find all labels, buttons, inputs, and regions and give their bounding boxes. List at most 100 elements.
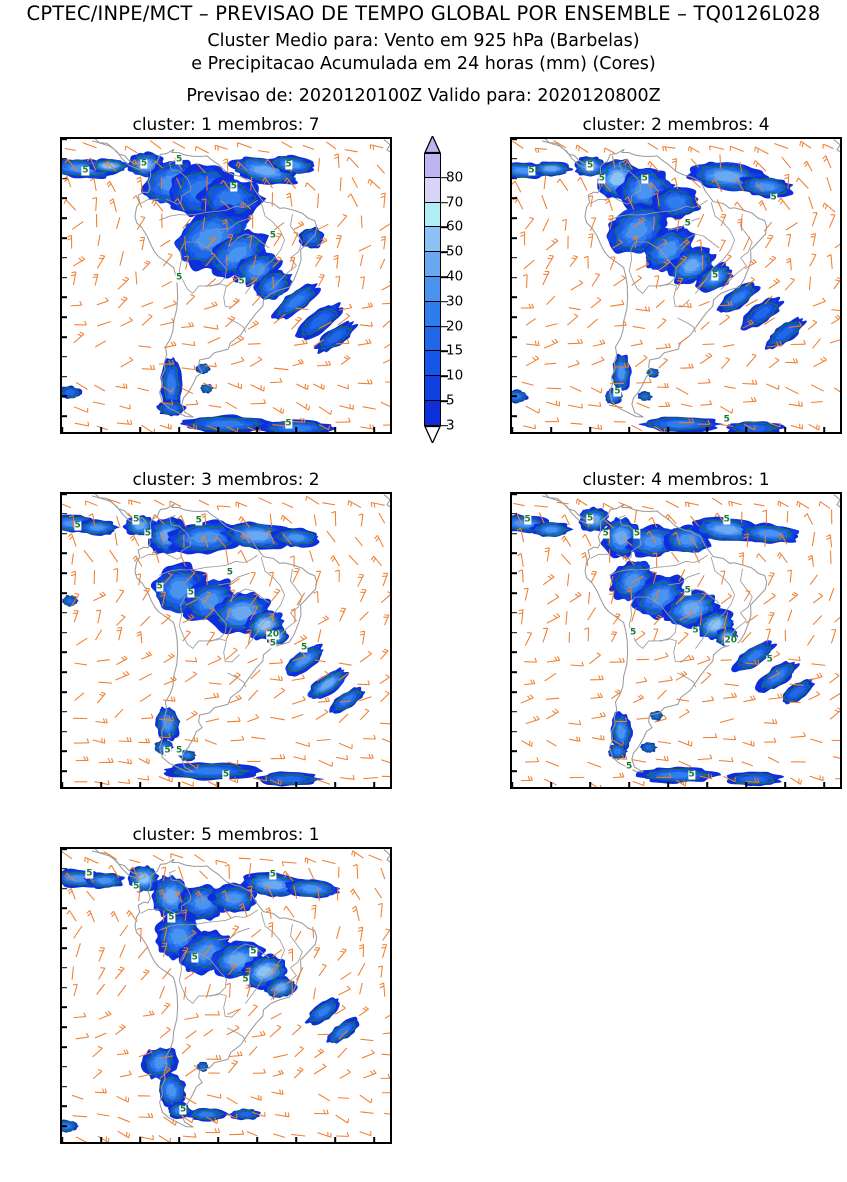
y-tick-mark xyxy=(62,138,67,140)
map-plot-area-cluster-1[interactable]: 55555555515N10N5NEQ5S10S15S20S25S30S35S4… xyxy=(60,137,392,434)
x-tick-mark xyxy=(667,782,669,787)
y-tick-mark xyxy=(512,178,517,180)
y-tick-mark xyxy=(512,217,517,219)
y-tick-mark xyxy=(512,731,517,733)
y-tick-mark xyxy=(62,158,67,160)
colorbar-label: 60 xyxy=(446,221,463,235)
y-tick-mark xyxy=(62,967,67,969)
y-tick-mark xyxy=(512,612,517,614)
map-plot-area-cluster-2[interactable]: 55555555515N10N5NEQ5S10S15S20S25S30S35S4… xyxy=(510,137,842,434)
contour-label: 5 xyxy=(176,747,183,756)
colorbar-segment xyxy=(424,302,441,327)
contour-label: 5 xyxy=(766,656,773,665)
colorbar-segment xyxy=(424,327,441,352)
map-plot-area-cluster-5[interactable]: 5555555515N10N5NEQ5S10S15S20S25S30S35S40… xyxy=(60,847,392,1144)
map-plot-area-cluster-3[interactable]: 5555555205555515N10N5NEQ5S10S15S20S25S30… xyxy=(60,492,392,789)
contour-label: 20 xyxy=(724,636,738,645)
x-tick-mark xyxy=(335,1137,337,1142)
y-tick-mark xyxy=(62,652,67,654)
contour-label: 5 xyxy=(770,193,777,202)
colorbar-over-arrow xyxy=(424,136,441,153)
contour-label: 5 xyxy=(269,232,276,241)
y-tick-mark xyxy=(62,1086,67,1088)
y-tick-mark xyxy=(512,198,517,200)
y-tick-mark xyxy=(62,612,67,614)
map-layers-cluster-3 xyxy=(62,494,392,789)
y-tick-mark xyxy=(62,947,67,949)
contour-label: 5 xyxy=(168,914,175,923)
contour-label: 5 xyxy=(191,953,198,962)
y-tick-mark xyxy=(62,376,67,378)
x-tick-mark xyxy=(178,782,180,787)
contour-label: 5 xyxy=(222,771,229,780)
x-tick-mark xyxy=(785,782,787,787)
y-tick-mark xyxy=(62,848,67,850)
x-tick-mark xyxy=(296,427,298,432)
contour-label: 5 xyxy=(195,516,202,525)
map-layers-cluster-2 xyxy=(512,139,842,434)
subtitle-line-1: Cluster Medio para: Vento em 925 hPa (Ba… xyxy=(0,31,847,51)
y-tick-mark xyxy=(512,158,517,160)
y-tick-mark xyxy=(62,533,67,535)
contour-label: 5 xyxy=(269,870,276,879)
x-tick-mark xyxy=(100,427,102,432)
colorbar-label: 3 xyxy=(446,419,455,433)
contour-label: 5 xyxy=(176,155,183,164)
precipitation-shading xyxy=(62,515,365,787)
y-tick-mark xyxy=(62,316,67,318)
y-tick-mark xyxy=(512,237,517,239)
map-layers-cluster-1 xyxy=(62,139,392,434)
x-tick-mark xyxy=(139,782,141,787)
x-tick-mark xyxy=(100,782,102,787)
y-tick-mark xyxy=(512,751,517,753)
y-tick-mark xyxy=(512,356,517,358)
cluster-panel-1: cluster: 1 membros: 7 55555555515N10N5NE… xyxy=(8,115,444,472)
panel-title-cluster-2: cluster: 2 membros: 4 xyxy=(458,115,847,135)
contour-label: 5 xyxy=(586,514,593,523)
x-tick-mark xyxy=(61,1137,63,1142)
y-tick-mark xyxy=(62,1046,67,1048)
x-tick-mark xyxy=(139,1137,141,1142)
y-tick-mark xyxy=(62,297,67,299)
y-tick-mark xyxy=(512,493,517,495)
cluster-panel-2: cluster: 2 membros: 4 55555555515N10N5NE… xyxy=(458,115,847,472)
contour-label: 5 xyxy=(301,644,308,653)
x-tick-mark xyxy=(824,427,826,432)
x-tick-mark xyxy=(706,427,708,432)
colorbar-label: 40 xyxy=(446,270,463,284)
x-tick-mark xyxy=(335,782,337,787)
y-tick-mark xyxy=(62,356,67,358)
contour-label: 5 xyxy=(164,747,171,756)
x-tick-mark xyxy=(256,427,258,432)
y-tick-mark xyxy=(512,592,517,594)
y-tick-mark xyxy=(512,336,517,338)
y-tick-mark xyxy=(512,632,517,634)
colorbar-segment xyxy=(424,401,441,426)
contour-label: 5 xyxy=(226,569,233,578)
contour-label: 5 xyxy=(179,1106,186,1115)
contour-label: 5 xyxy=(692,626,699,635)
y-tick-mark xyxy=(512,415,517,417)
x-tick-mark xyxy=(335,427,337,432)
y-tick-mark xyxy=(512,513,517,515)
colorbar-under-arrow xyxy=(424,426,441,443)
contour-label: 5 xyxy=(723,416,730,425)
contour-label: 5 xyxy=(250,947,257,956)
page-title: CPTEC/INPE/MCT – PREVISAO DE TEMPO GLOBA… xyxy=(0,2,847,25)
y-tick-mark xyxy=(62,178,67,180)
contour-label: 5 xyxy=(285,420,292,429)
y-tick-mark xyxy=(62,553,67,555)
x-tick-mark xyxy=(374,1137,376,1142)
y-tick-mark xyxy=(512,770,517,772)
y-tick-mark xyxy=(62,671,67,673)
x-tick-mark xyxy=(256,1137,258,1142)
y-tick-mark xyxy=(512,277,517,279)
contour-label: 5 xyxy=(586,161,593,170)
contour-label: 5 xyxy=(598,174,605,183)
contour-label: 20 xyxy=(266,630,280,639)
contour-label: 5 xyxy=(230,182,237,191)
x-tick-mark xyxy=(824,782,826,787)
map-plot-area-cluster-4[interactable]: 555555552055515N10N5NEQ5S10S15S20S25S30S… xyxy=(510,492,842,789)
contour-label: 5 xyxy=(285,160,292,169)
